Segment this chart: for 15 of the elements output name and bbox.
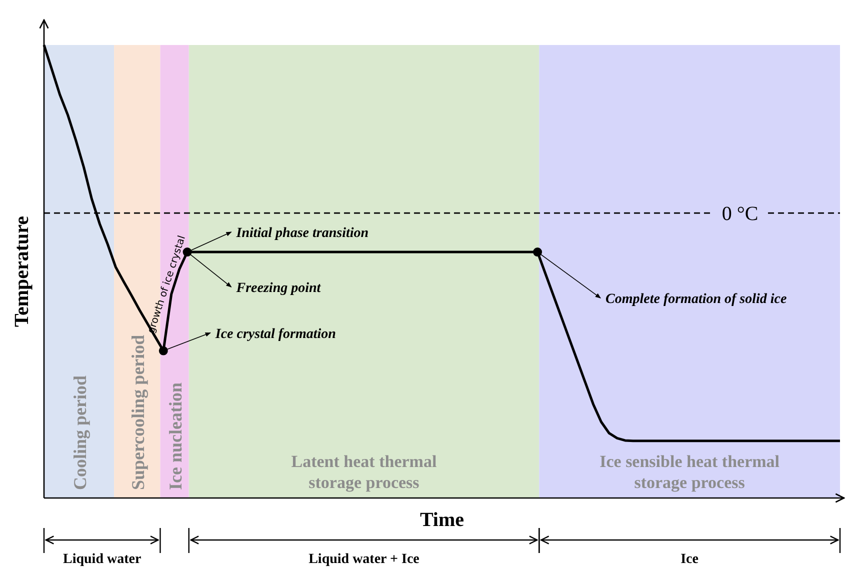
ref-line-label: 0 °C <box>722 203 758 226</box>
annotation: Freezing point <box>235 281 322 296</box>
annotation: Ice sensible heat thermal storage process <box>600 452 780 492</box>
annotation: Initial phase transition <box>235 226 369 242</box>
annotation: Ice nucleation <box>166 382 186 490</box>
annotation: Cooling period <box>70 375 90 490</box>
x-axis-title: Time <box>420 509 464 531</box>
annotation: Complete formation of solid ice <box>606 292 787 308</box>
text: Ice <box>680 552 698 567</box>
annotation: Supercooling period <box>128 334 148 490</box>
text: Liquid water + Ice <box>308 552 420 567</box>
text: Liquid water <box>63 552 142 567</box>
annotation: Ice crystal formation <box>214 326 336 342</box>
annotation: Latent heat thermal storage process <box>291 452 437 492</box>
y-axis-title: Temperature <box>11 216 33 328</box>
